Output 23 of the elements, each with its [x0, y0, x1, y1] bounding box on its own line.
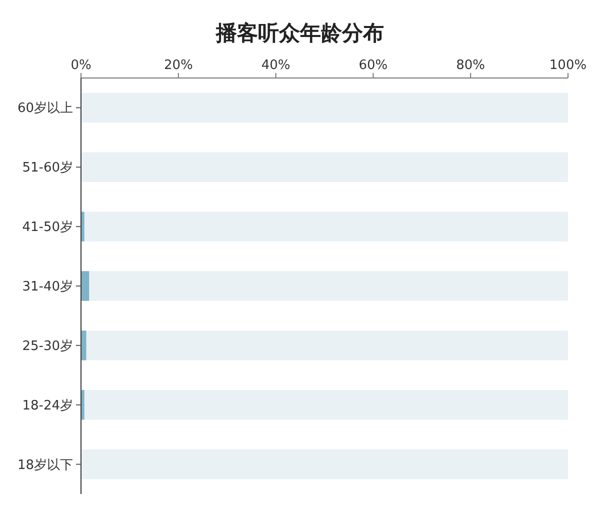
- x-tick-label: 40%: [261, 58, 290, 73]
- bar: [81, 449, 568, 480]
- x-tick-label: 60%: [358, 58, 388, 73]
- y-tick-label: 25-30岁: [22, 338, 73, 354]
- x-tick-label: 0%: [70, 58, 92, 73]
- x-tick-label: 100%: [549, 58, 587, 73]
- bar: [84, 212, 568, 242]
- bar: [81, 271, 90, 301]
- bar: [84, 390, 568, 420]
- x-tick-label: 20%: [164, 58, 193, 73]
- y-tick-label: 18岁以下: [17, 458, 73, 473]
- bar: [86, 330, 568, 360]
- x-tick-label: 80%: [456, 58, 486, 73]
- y-tick-label: 51-60岁: [22, 160, 73, 176]
- chart-title: 播客听众年龄分布: [215, 21, 384, 45]
- y-tick-label: 31-40岁: [22, 280, 73, 294]
- y-tick-label: 18-24岁: [22, 398, 73, 414]
- bar: [89, 271, 568, 301]
- y-tick-label: 60岁以上: [17, 101, 73, 116]
- y-tick-label: 41-50岁: [22, 220, 73, 236]
- bar: [81, 152, 568, 182]
- bar: [81, 330, 86, 360]
- bar: [81, 92, 568, 123]
